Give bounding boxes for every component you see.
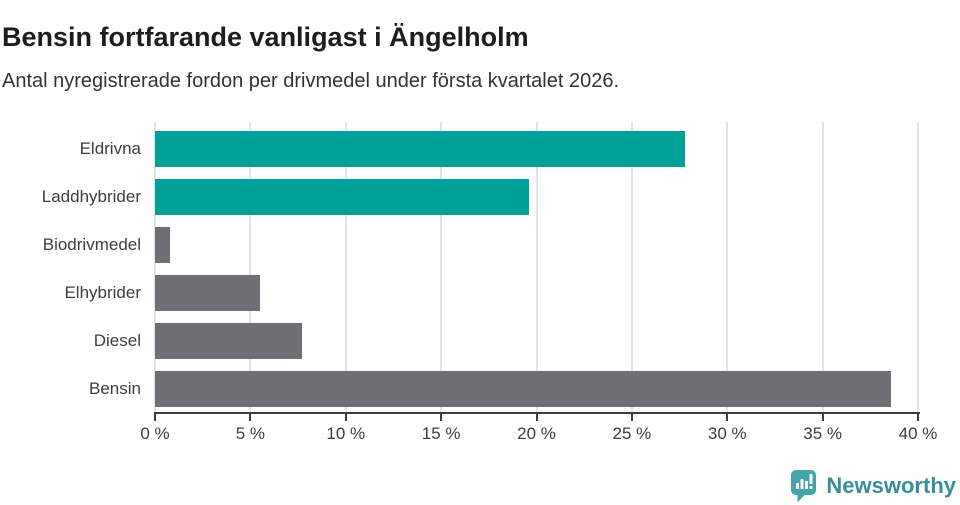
- category-label-diesel: Diesel: [93, 331, 141, 350]
- x-tick: [535, 412, 538, 421]
- bar-bensin: [155, 371, 892, 407]
- plot-area: [154, 122, 919, 413]
- x-tick-label: 25 %: [612, 424, 652, 443]
- category-label-eldrivna: Eldrivna: [79, 139, 141, 158]
- x-tick: [249, 412, 252, 421]
- x-tick: [630, 412, 633, 421]
- gridline: [535, 122, 538, 413]
- bar-biodrivmedel: [155, 227, 171, 263]
- x-tick-label: 40 %: [898, 424, 938, 443]
- x-tick: [821, 412, 824, 421]
- bar-diesel: [155, 323, 302, 359]
- newsworthy-logo: Newsworthy: [790, 469, 956, 503]
- x-tick: [344, 412, 347, 421]
- newsworthy-bubble-icon: [791, 470, 817, 503]
- gridline: [249, 122, 252, 413]
- x-tick-label: 10 %: [326, 424, 366, 443]
- x-tick: [726, 412, 729, 421]
- gridline: [154, 122, 156, 413]
- x-tick: [440, 412, 443, 421]
- x-tick: [917, 412, 919, 421]
- category-label-elhybrider: Elhybrider: [64, 283, 141, 302]
- x-tick-label: 5 %: [235, 424, 266, 443]
- x-tick-label: 15 %: [421, 424, 461, 443]
- bar-elhybrider: [155, 275, 260, 311]
- gridline: [630, 122, 633, 413]
- newsworthy-wordmark: Newsworthy: [826, 473, 956, 498]
- gridline: [917, 122, 919, 413]
- x-tick-label: 20 %: [517, 424, 556, 443]
- category-label-laddhybrider: Laddhybrider: [41, 187, 141, 206]
- x-tick-label: 0 %: [140, 424, 170, 443]
- page-title: Bensin fortfarande vanligast i Ängelholm: [2, 22, 529, 53]
- chart-subtitle: Antal nyregistrerade fordon per drivmede…: [2, 70, 620, 92]
- gridline: [440, 122, 443, 413]
- gridline: [344, 122, 347, 413]
- gridline: [726, 122, 729, 413]
- category-label-bensin: Bensin: [89, 379, 141, 398]
- gridline: [821, 122, 824, 413]
- x-tick-label: 30 %: [707, 424, 747, 443]
- x-tick: [154, 412, 156, 421]
- category-label-biodrivmedel: Biodrivmedel: [42, 235, 141, 254]
- bar-chart: Bensin fortfarande vanligast i Ängelholm…: [2, 22, 938, 443]
- bar-laddhybrider: [155, 179, 529, 215]
- x-tick-label: 35 %: [803, 424, 842, 443]
- bar-eldrivna: [155, 131, 686, 167]
